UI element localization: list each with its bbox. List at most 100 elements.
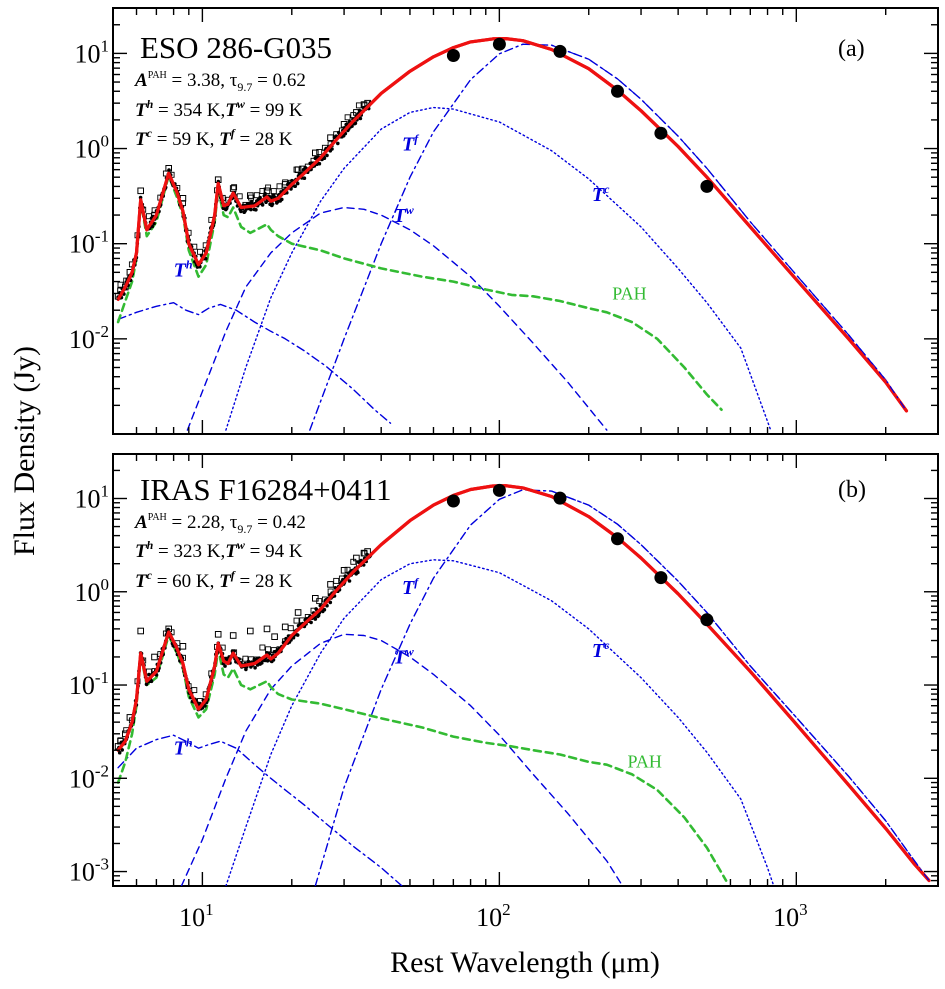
panel-a-params: APAH = 3.38, τ9.7 = 0.62 Th = 354 K,Tw =… — [134, 70, 306, 150]
panel-b-irs-square — [361, 550, 368, 557]
panel-b-param-line-2: Th = 323 K,Tw = 94 K — [135, 538, 303, 562]
panel-b-irs-square — [338, 575, 345, 582]
panel-a-irs-square — [117, 281, 124, 288]
param-tw-val: = 99 K — [245, 100, 303, 121]
panel-b-param-line-3: Tc = 60 K, Tf = 28 K — [135, 568, 293, 592]
panel-a-irs-square — [316, 149, 323, 155]
panel-a-param-line-1: APAH = 3.38, τ9.7 = 0.62 — [134, 70, 306, 94]
panel-b-y-tick-label: 101 — [75, 481, 110, 513]
panel-b-irs-square — [287, 625, 294, 632]
x-tick-label: 101 — [179, 900, 214, 932]
panel-b-irs-square — [265, 646, 272, 653]
panel-a-irs-point — [302, 176, 307, 180]
panel-b-params: APAH = 2.28, τ9.7 = 0.42 Th = 323 K,Tw =… — [134, 512, 306, 592]
panel-b-photometry-point — [553, 491, 567, 505]
panel-a-irs-point — [295, 181, 300, 186]
panel-a-irs-point — [260, 203, 265, 207]
panel-a-component-label: Tf — [402, 132, 419, 156]
x-tick-label: 103 — [773, 900, 808, 932]
panel-b-photometry-point — [654, 571, 668, 585]
param-tau-sub: 9.7 — [237, 80, 252, 94]
panel-b-irs-square — [248, 656, 255, 663]
panel-a-photometry-point — [700, 179, 714, 193]
panel-a-series-t-f-overlay — [551, 44, 907, 412]
param-a-sup: PAH — [148, 512, 167, 523]
param-th-sup: h — [147, 538, 154, 552]
panel-b-photometry-point — [492, 483, 506, 497]
panel-a-series-t-h — [117, 302, 392, 424]
panel-a-photometry-point — [654, 126, 668, 140]
panel-b-irs-square — [242, 655, 249, 662]
panel-a-irs-square — [197, 248, 203, 255]
panel-b-irs-square — [344, 566, 351, 573]
panel-a-photometry-point — [492, 37, 506, 51]
panel-b-irs-square — [281, 623, 289, 631]
param-tau-symbol: τ — [230, 70, 238, 91]
param-tau-sub: 9.7 — [237, 522, 252, 536]
param-tw-sup: w — [237, 538, 246, 552]
param-tau-val: = 0.62 — [252, 70, 305, 91]
panel-b-irs-point — [347, 579, 352, 583]
panel-b-irs-square — [214, 631, 222, 638]
panel-a-irs-square — [263, 187, 271, 195]
param-th-symbol: T — [135, 100, 148, 121]
panel-a-series-t-f — [309, 43, 908, 431]
panel-b-irs-square — [263, 625, 271, 633]
panel-a-irs-point — [239, 209, 243, 214]
param-tw-sup: w — [237, 97, 246, 111]
panel-b-irs-square — [316, 598, 323, 605]
panel-a-irs-square — [229, 185, 237, 192]
param-th-sup: h — [147, 97, 154, 111]
panel-b-param-line-1: APAH = 2.28, τ9.7 = 0.42 — [134, 512, 306, 536]
panel-a-component-label: Tc — [592, 182, 610, 206]
panel-b-irs-square — [137, 627, 144, 635]
panel-a-frame — [112, 7, 939, 435]
panel-b-irs-square — [247, 627, 254, 635]
panel-b-irs-square — [145, 668, 152, 675]
panel-a-irs-square — [259, 188, 266, 194]
panel-a-irs-point — [249, 207, 253, 212]
panel-b-irs-square — [191, 687, 198, 694]
panel-a-irs-square — [231, 184, 238, 191]
panel-b-irs-square — [229, 632, 237, 639]
param-tf-symbol: T — [219, 571, 232, 592]
panel-a-irs-square — [247, 192, 254, 199]
panel-b-component-label: PAH — [628, 752, 662, 772]
panel-a-irs-square — [282, 179, 289, 186]
param-tc-val: = 60 K, — [152, 571, 219, 592]
panel-b-irs-square — [151, 653, 158, 661]
panel-a-label: (a) — [838, 36, 865, 62]
panel-b-irs-square — [197, 698, 203, 704]
panel-b-photometry-point — [700, 613, 714, 627]
panel-a-irs-square — [333, 131, 340, 138]
panel-a-irs-point — [293, 184, 298, 188]
panel-a-irs-point — [322, 156, 327, 160]
param-tau-val: = 0.42 — [252, 512, 305, 533]
panel-b-irs-point — [203, 704, 207, 708]
panel-b-irs-point — [253, 666, 257, 670]
panel-b-irs-square — [294, 609, 302, 616]
panel-a-irs-point — [317, 161, 322, 166]
panel-b-series-total-overlay — [116, 484, 931, 882]
panel-a-param-line-2: Th = 354 K,Tw = 99 K — [135, 97, 303, 121]
panel-b-series-t-f — [314, 489, 930, 886]
panel-a-irs-point — [270, 202, 275, 206]
panel-a-y-tick-label: 100 — [75, 132, 110, 164]
panel-b-frame — [112, 453, 939, 887]
panel-a-irs-square — [312, 149, 319, 157]
panel-b-component-label: Tf — [402, 575, 419, 599]
panel-b-irs-square — [179, 643, 187, 650]
panel-b-irs-square — [364, 548, 371, 555]
panel-a-photometry — [446, 37, 714, 193]
panel-a-irs-square — [236, 193, 243, 200]
panel-a-photometry-point — [611, 84, 624, 98]
panel-b-y-tick-label: 100 — [75, 575, 110, 607]
panel-a-irs-point — [325, 153, 329, 158]
panel-a-irs-point — [336, 141, 340, 146]
param-a-symbol: A — [134, 70, 148, 91]
panel-b-title: IRAS F16284+0411 — [140, 472, 391, 507]
panel-b-irs-point — [117, 750, 122, 755]
panel-a-param-line-3: Tc = 59 K, Tf = 28 K — [135, 126, 293, 150]
